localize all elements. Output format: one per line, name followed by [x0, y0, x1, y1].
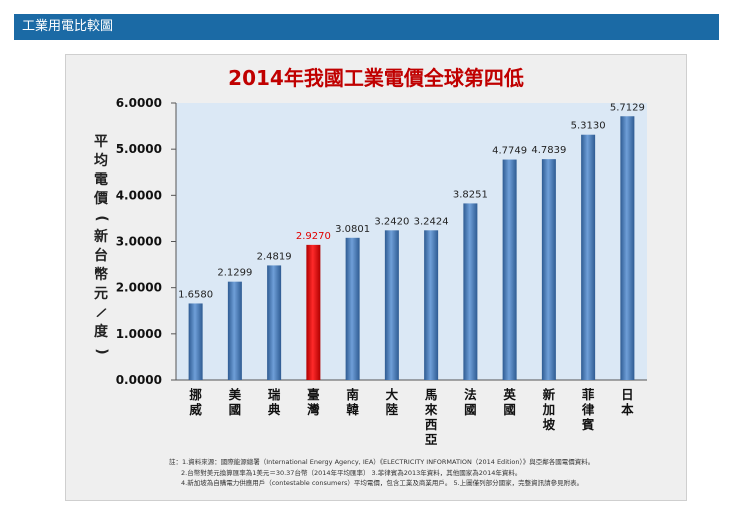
y-tick-label: 0.0000 [116, 373, 162, 387]
bar [463, 203, 478, 380]
category-label-char: 灣 [307, 402, 320, 417]
bar [267, 265, 282, 380]
y-axis-label-char: 價 [94, 191, 108, 207]
bar [581, 134, 596, 380]
y-axis-label-char: 台 [94, 248, 108, 264]
category-label-char: 法 [464, 387, 477, 402]
bar-value-label: 4.7749 [492, 146, 527, 157]
y-axis-label-char: 幣 [94, 267, 108, 283]
bar-value-label: 2.1299 [217, 268, 252, 279]
category-label-char: 英 [503, 387, 516, 402]
y-tick-label: 6.0000 [116, 96, 162, 110]
chart-panel: 2014年我國工業電價全球第四低 平均電價(新台幣元 / 度) 0.0000 1.00… [65, 54, 687, 501]
bar-value-label: 5.7129 [610, 102, 645, 113]
category-label-char: 韓 [346, 402, 359, 417]
y-axis-label-char: 元 [94, 286, 108, 302]
bar [620, 116, 635, 380]
bar-value-label: 5.3130 [571, 121, 606, 132]
category-label-char: 律 [582, 402, 595, 417]
bar [188, 303, 203, 380]
category-label-char: 國 [503, 402, 516, 417]
category-label-char: 國 [464, 402, 477, 417]
category-label-char: 挪 [189, 387, 202, 402]
category-label-char: 新 [543, 387, 556, 402]
category-label-char: 美 [229, 387, 242, 402]
note-line-2: 2.台幣對美元換算匯率為1美元＝30.37台幣（2014年平均匯率） 3.菲律賓… [181, 468, 522, 477]
category-label-char: 加 [542, 402, 556, 417]
bar-value-label: 2.4819 [257, 251, 292, 262]
bar-value-label: 3.2420 [374, 216, 409, 227]
category-label-char: 威 [189, 402, 202, 417]
bar [502, 159, 517, 380]
y-tick-label: 2.0000 [116, 281, 162, 295]
y-axis-label-char: 均 [94, 153, 108, 169]
category-label-char: 南 [346, 387, 359, 402]
category-label-char: 馬 [425, 387, 438, 402]
y-tick-label: 4.0000 [116, 188, 162, 202]
chart-notes: 註：1.資料來源：國際能源總署（International Energy Age… [169, 457, 669, 489]
category-label-char: 賓 [581, 417, 595, 432]
y-tick-label: 1.0000 [116, 327, 162, 341]
bar-chart: 0.0000 1.0000 2.0000 3.0000 4.0000 5.0000 6.00… [116, 96, 647, 447]
category-label-char: 來 [424, 402, 438, 417]
y-axis-label: 平均電價(新台幣元 / 度) [90, 133, 112, 361]
y-axis-label-char: 電 [94, 172, 108, 188]
category-label-char: 亞 [425, 432, 438, 447]
bar-value-label: 3.2424 [414, 216, 449, 227]
bar-value-label: 4.7839 [531, 145, 566, 156]
category-label-char: 陸 [386, 402, 399, 417]
category-label-char: 西 [425, 417, 438, 432]
note-line-1: 註：1.資料來源：國際能源總署（International Energy Age… [169, 458, 595, 466]
bar-value-label: 3.8251 [453, 189, 488, 200]
bar-value-label: 2.9270 [296, 231, 331, 242]
category-label-char: 本 [621, 402, 634, 417]
bar [227, 281, 242, 380]
header-bar: 工業用電比較圖 [14, 14, 719, 40]
y-tick-label: 5.0000 [116, 142, 162, 156]
header-title: 工業用電比較圖 [22, 19, 114, 34]
bar-value-label: 1.6580 [178, 289, 213, 300]
category-label-char: 臺 [307, 387, 320, 402]
y-axis-label-char: 新 [94, 229, 108, 245]
category-label-char: 菲 [582, 387, 595, 402]
category-label-char: 大 [386, 387, 399, 402]
category-label-char: 日 [621, 387, 634, 402]
y-axis-label-char: 平 [94, 134, 108, 150]
note-line-3: 4.新加坡為自購電力供應用戶（contestable consumers）平均電… [181, 479, 584, 487]
chart-title: 2014年我國工業電價全球第四低 [228, 66, 524, 90]
category-label-char: 瑞 [268, 387, 281, 402]
category-label-char: 典 [268, 402, 281, 417]
y-tick-label: 3.0000 [116, 235, 162, 249]
bar-value-label: 3.0801 [335, 224, 370, 235]
category-label-char: 坡 [543, 417, 556, 432]
bar [384, 230, 399, 380]
plot-area [176, 103, 647, 380]
bar [424, 230, 439, 380]
bar [306, 244, 321, 380]
y-axis-label-char: 度 [94, 324, 108, 340]
category-label-char: 國 [229, 402, 242, 417]
bar [345, 237, 360, 380]
bar [541, 159, 556, 380]
